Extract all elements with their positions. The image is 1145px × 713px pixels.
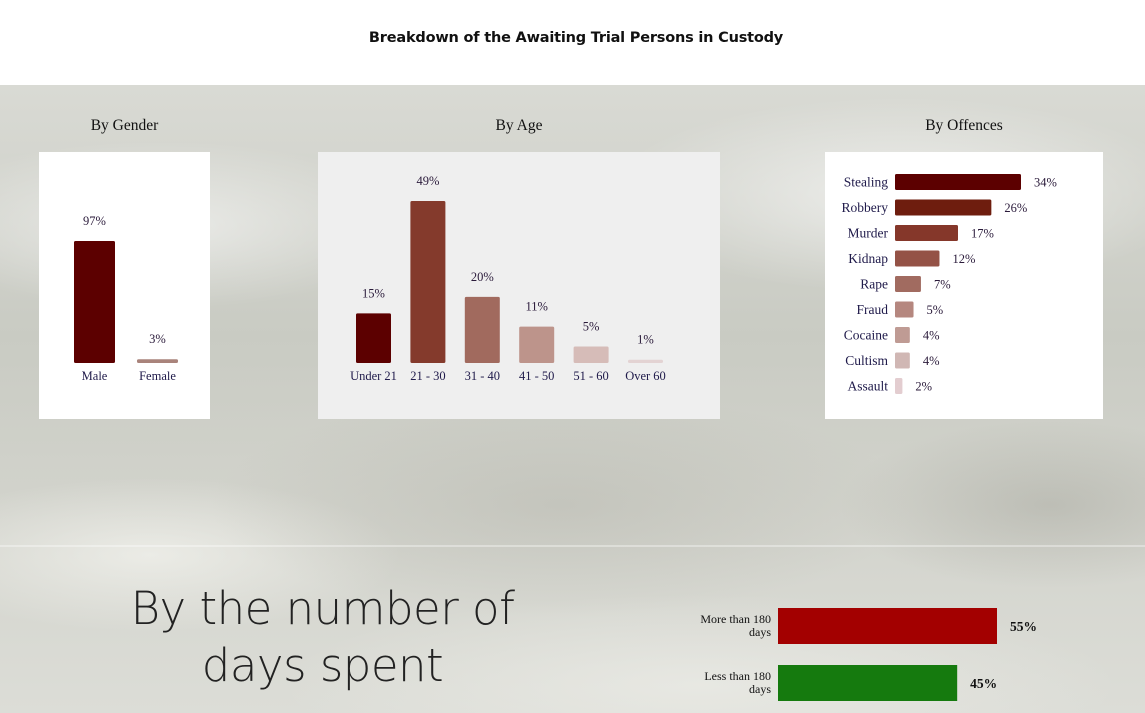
- data-label: 34%: [1034, 176, 1057, 190]
- tick-label: Male: [82, 369, 108, 383]
- data-label: 3%: [149, 332, 166, 346]
- data-label: 1%: [637, 333, 654, 347]
- bar: [410, 201, 446, 363]
- tick-label: 31 - 40: [465, 369, 500, 383]
- tick-label: More than 180: [700, 612, 771, 626]
- data-label: 11%: [525, 300, 547, 314]
- tick-label: Under 21: [350, 369, 397, 383]
- bar: [895, 199, 992, 216]
- bar: [464, 296, 500, 363]
- header-bar: Breakdown of the Awaiting Trial Persons …: [0, 0, 1145, 85]
- data-label: 5%: [583, 319, 600, 333]
- bar: [137, 359, 178, 363]
- bar: [895, 327, 910, 343]
- tick-label: 51 - 60: [573, 369, 608, 383]
- tick-label: Rape: [860, 277, 888, 292]
- age-chart: 15% Under 21 49% 21 - 30 20% 31 - 40 11% 41 - 5…: [318, 152, 720, 419]
- data-label: 49%: [416, 174, 439, 188]
- bar: [895, 301, 914, 318]
- data-label: 55%: [1010, 619, 1037, 634]
- days-section-title: By the number of days spent: [130, 582, 515, 692]
- bar: [895, 250, 940, 267]
- tick-label: Cocaine: [844, 328, 888, 343]
- bar: [778, 665, 958, 701]
- tick-label: Stealing: [844, 175, 888, 190]
- bar: [356, 313, 391, 363]
- tick-label: Assault: [848, 379, 889, 394]
- bar: [895, 352, 910, 369]
- gender-chart: 97% Male 3% Female: [39, 152, 210, 419]
- data-label: 17%: [971, 227, 994, 241]
- section-divider: [0, 545, 1145, 547]
- tick-label: days: [749, 625, 771, 639]
- data-label: 26%: [1004, 201, 1027, 215]
- tick-label: Robbery: [842, 200, 889, 215]
- tick-label: Less than 180: [704, 669, 771, 683]
- tick-label: Cultism: [845, 353, 888, 368]
- tick-label: 41 - 50: [519, 369, 554, 383]
- data-label: 15%: [362, 286, 385, 300]
- data-label: 12%: [952, 252, 975, 266]
- bar: [628, 359, 663, 363]
- data-label: 20%: [471, 270, 494, 284]
- tick-label: Over 60: [625, 369, 666, 383]
- data-label: 2%: [915, 380, 932, 394]
- gender-section-title: By Gender: [90, 117, 159, 134]
- tick-label: Fraud: [857, 302, 889, 317]
- data-label: 4%: [923, 329, 940, 343]
- tick-label: Female: [139, 369, 176, 383]
- offences-section-title: By Offences: [925, 117, 1003, 134]
- bar: [895, 174, 1021, 190]
- data-label: 97%: [83, 214, 106, 228]
- tick-label: Kidnap: [848, 251, 888, 266]
- data-label: 5%: [927, 303, 944, 317]
- offences-chart: Stealing 34% Robbery 26% Murder 17% Kidnap 12% R…: [825, 152, 1103, 419]
- data-label: 45%: [970, 676, 997, 691]
- bar: [778, 608, 997, 644]
- bar: [895, 225, 958, 241]
- bar: [74, 241, 115, 363]
- data-label: 7%: [934, 278, 951, 292]
- bar: [519, 326, 555, 363]
- tick-label: 21 - 30: [410, 369, 445, 383]
- age-section-title: By Age: [495, 117, 543, 134]
- tick-label: Murder: [848, 226, 889, 241]
- bar: [573, 346, 609, 363]
- data-label: 4%: [923, 354, 940, 368]
- page-title: Breakdown of the Awaiting Trial Persons …: [368, 30, 784, 46]
- bar: [895, 276, 921, 292]
- bar: [895, 378, 903, 394]
- tick-label: days: [749, 682, 771, 696]
